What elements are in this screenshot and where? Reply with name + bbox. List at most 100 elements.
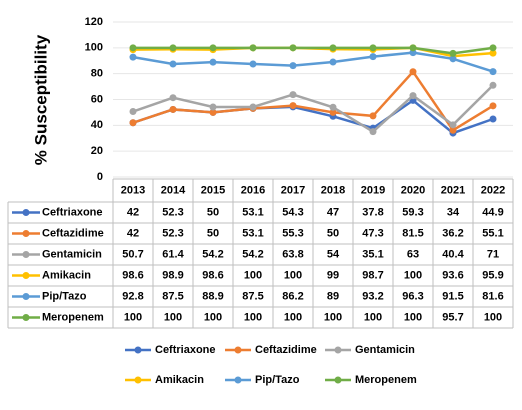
table-cell: 96.3 (402, 290, 423, 302)
table-cell: 81.5 (402, 227, 423, 239)
x-tick-label: 2021 (441, 184, 465, 196)
table-cell: 36.2 (442, 227, 463, 239)
point (409, 92, 417, 100)
table-cell: 54.2 (202, 248, 223, 260)
point (369, 44, 377, 52)
legend-key-marker (334, 376, 342, 384)
legend-label: Gentamicin (355, 344, 415, 356)
table-row-label: Ceftazidime (42, 227, 104, 239)
table-key-marker (22, 272, 30, 279)
table-cell: 98.6 (202, 269, 223, 281)
point (169, 60, 177, 68)
point (209, 103, 217, 111)
x-tick-label: 2022 (481, 184, 505, 196)
series-line (132, 69, 494, 132)
table-cell: 54 (327, 248, 340, 260)
table-cell: 100 (204, 311, 222, 323)
point (369, 128, 377, 136)
table-cell: 100 (284, 311, 302, 323)
legend-label: Ceftriaxone (155, 344, 216, 356)
table-cell: 61.4 (162, 248, 184, 260)
point (489, 115, 497, 123)
series-line (132, 51, 494, 73)
legend-label: Ceftazidime (255, 344, 317, 356)
point (289, 62, 297, 70)
y-tick-label: 60 (91, 93, 103, 105)
table-cell: 100 (324, 311, 342, 323)
legend-key-marker (134, 376, 142, 384)
table-cell: 40.4 (442, 248, 464, 260)
legend-key-marker (334, 346, 342, 354)
point (329, 103, 337, 111)
table-cell: 50 (207, 206, 219, 218)
series-line (132, 84, 494, 134)
y-tick-label: 100 (85, 42, 103, 54)
table-row-label: Gentamicin (42, 248, 102, 260)
point (289, 44, 297, 52)
table-cell: 100 (244, 311, 262, 323)
y-tick-label: 120 (85, 16, 103, 28)
table-cell: 47 (327, 206, 339, 218)
table-cell: 88.9 (202, 290, 223, 302)
table-cell: 100 (244, 269, 262, 281)
point (249, 103, 257, 111)
table-cell: 42 (127, 227, 139, 239)
legend-label: Pip/Tazo (255, 374, 300, 386)
x-tick-label: 2017 (281, 184, 305, 196)
table-cell: 100 (484, 311, 502, 323)
table-cell: 92.8 (122, 290, 143, 302)
table-cell: 47.3 (362, 227, 383, 239)
point (369, 53, 377, 61)
table-cell: 86.2 (282, 290, 303, 302)
point (409, 44, 417, 52)
table-cell: 52.3 (162, 227, 183, 239)
table-cell: 99 (327, 269, 339, 281)
table-cell: 55.3 (282, 227, 303, 239)
point (129, 119, 137, 127)
table-cell: 53.1 (242, 206, 263, 218)
point (329, 108, 337, 116)
table-cell: 54.3 (282, 206, 303, 218)
point (329, 58, 337, 66)
table-cell: 50 (327, 227, 339, 239)
table-cell: 100 (404, 311, 422, 323)
table-cell: 63 (407, 248, 419, 260)
point (169, 44, 177, 52)
table-cell: 53.1 (242, 227, 263, 239)
table-cell: 93.6 (442, 269, 463, 281)
y-tick-label: 80 (91, 68, 103, 80)
table-cell: 100 (124, 311, 142, 323)
table-key-marker (22, 230, 30, 237)
legend-label: Amikacin (155, 374, 204, 386)
y-axis-label: % Susceptibility (31, 34, 50, 165)
point (449, 121, 457, 129)
table-key-marker (22, 251, 30, 258)
x-tick-label: 2018 (321, 184, 345, 196)
table-row-label: Ceftriaxone (42, 206, 103, 218)
point (449, 55, 457, 63)
series-line (133, 46, 494, 55)
table-cell: 91.5 (442, 290, 463, 302)
point (209, 108, 217, 116)
x-tick-label: 2013 (121, 184, 145, 196)
point (369, 112, 377, 120)
y-tick-label: 40 (91, 119, 103, 131)
point (409, 68, 417, 76)
table-cell: 98.7 (362, 269, 383, 281)
table-cell: 89 (327, 290, 339, 302)
table-key-marker (22, 209, 30, 216)
table-row-label: Amikacin (42, 269, 91, 281)
point (489, 102, 497, 110)
point (129, 108, 137, 116)
legend-key-marker (134, 346, 142, 354)
point (169, 105, 177, 113)
y-tick-label: 20 (91, 145, 103, 157)
table-row-label: Pip/Tazo (42, 290, 87, 302)
table-cell: 100 (364, 311, 382, 323)
table-cell: 42 (127, 206, 139, 218)
table-cell: 52.3 (162, 206, 183, 218)
table-cell: 100 (404, 269, 422, 281)
legend-key-marker (234, 346, 242, 354)
table-cell: 34 (447, 206, 460, 218)
